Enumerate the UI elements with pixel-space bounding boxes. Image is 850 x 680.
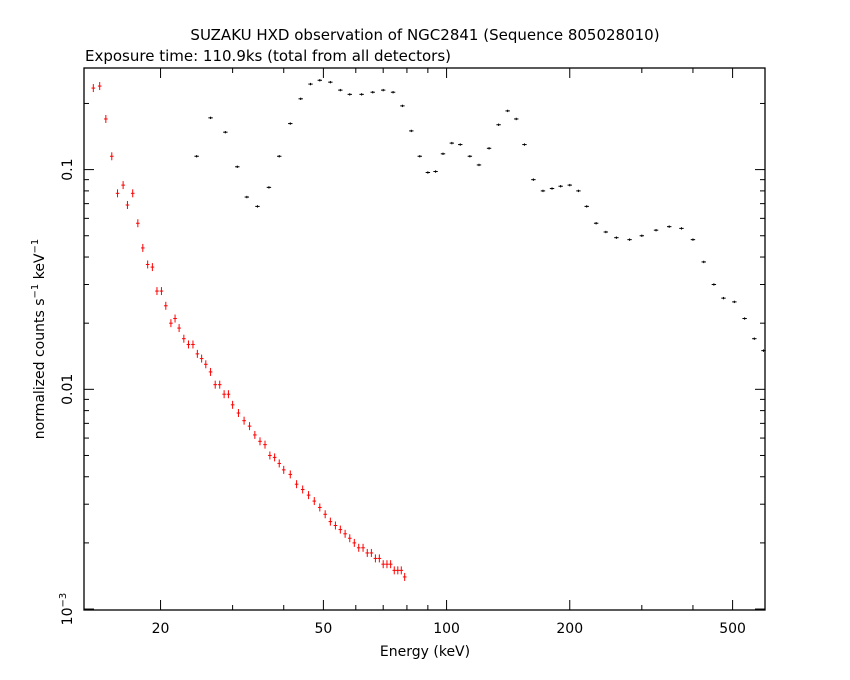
y-tick-label: 10−3 xyxy=(58,593,76,626)
y-axis-label-main: normalized counts s xyxy=(32,298,48,439)
y-axis-label-mid: keV xyxy=(32,253,48,284)
x-axis-label: Energy (keV) xyxy=(380,644,470,660)
y-axis-label-sup2: −1 xyxy=(30,239,41,254)
x-tick-label: 500 xyxy=(719,621,746,637)
series-red xyxy=(91,82,407,581)
x-tick-label: 20 xyxy=(152,621,170,637)
y-tick-label: 0.1 xyxy=(60,158,76,180)
y-axis-ticks: 0.1 0.01 10−3 xyxy=(58,102,765,626)
chart-subtitle: Exposure time: 110.9ks (total from all d… xyxy=(85,47,451,65)
x-tick-label: 50 xyxy=(314,621,332,637)
x-axis-ticks: 20 50 100 200 500 xyxy=(152,68,766,637)
plot-frame xyxy=(83,67,766,611)
x-tick-label: 100 xyxy=(433,621,460,637)
series-layer xyxy=(91,79,766,581)
y-tick-label-exponent: −3 xyxy=(58,593,69,608)
series-black xyxy=(194,79,766,352)
chart-title: SUZAKU HXD observation of NGC2841 (Seque… xyxy=(190,26,659,44)
y-axis-label: normalized counts s−1 keV−1 xyxy=(30,239,48,440)
x-tick-label: 200 xyxy=(556,621,583,637)
y-axis-label-sup1: −1 xyxy=(30,284,41,299)
y-tick-label: 0.01 xyxy=(60,374,76,405)
